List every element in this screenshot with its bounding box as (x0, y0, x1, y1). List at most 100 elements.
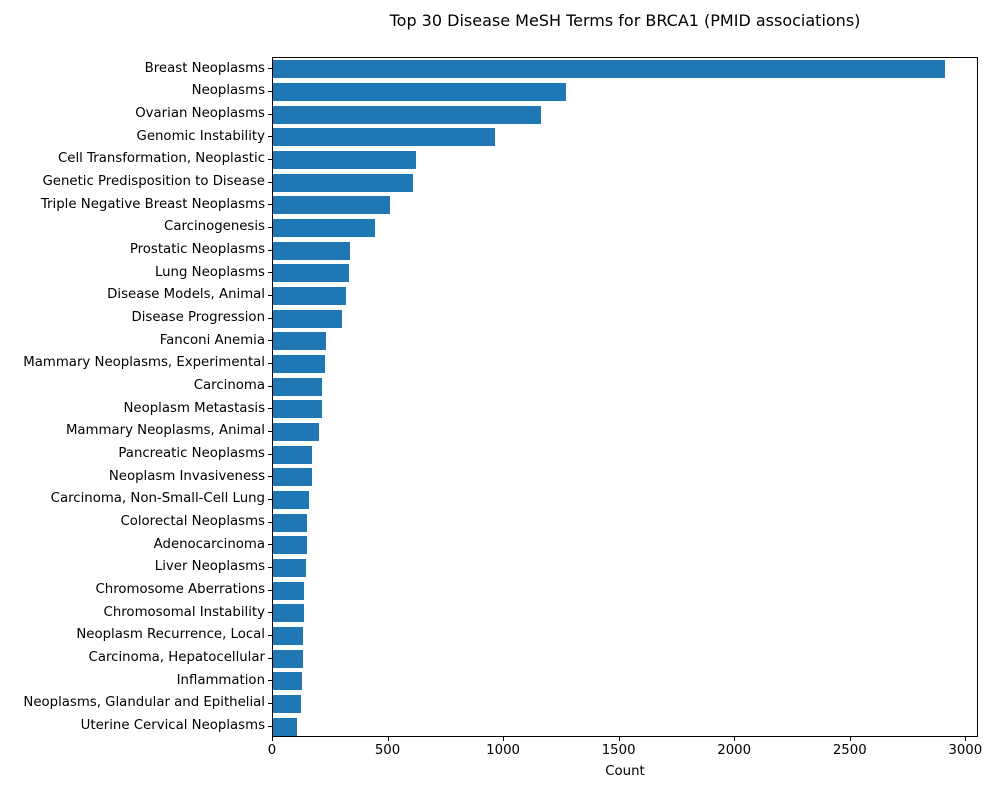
y-tick-mark (268, 317, 272, 319)
y-tick-mark (268, 567, 272, 568)
bar (273, 377, 323, 396)
y-tick-mark (268, 635, 272, 636)
bar (273, 604, 305, 623)
y-tick-label: Chromosome Aberrations (95, 582, 266, 598)
bar (273, 286, 347, 306)
bar (273, 513, 308, 532)
y-tick-label: Prostatic Neoplasms (129, 242, 265, 258)
x-tick-mark (387, 737, 389, 741)
chart-title: Top 30 Disease MeSH Terms for BRCA1 (PMI… (389, 11, 861, 30)
bar (273, 196, 390, 215)
bar (273, 672, 303, 691)
bar (273, 422, 320, 442)
y-tick-label: Disease Progression (131, 310, 265, 326)
y-tick-mark (268, 453, 272, 455)
y-tick-label: Cell Transformation, Neoplastic (58, 151, 265, 167)
x-tick-label: 2000 (717, 743, 752, 758)
y-tick-label: Liver Neoplasms (154, 559, 265, 575)
y-tick-mark (268, 113, 272, 115)
y-tick-mark (268, 363, 272, 364)
y-tick-label: Carcinoma, Non-Small-Cell Lung (50, 491, 265, 507)
y-tick-label: Mammary Neoplasms, Experimental (23, 355, 265, 371)
y-tick-mark (268, 589, 272, 591)
x-tick-mark (849, 737, 851, 741)
bar (273, 332, 326, 351)
x-tick-label: 1000 (486, 743, 521, 758)
x-tick-label: 500 (374, 743, 401, 758)
bar (273, 581, 305, 600)
y-tick-label: Disease Models, Animal (107, 287, 265, 303)
y-tick-label: Genetic Predisposition to Disease (42, 174, 265, 190)
bar (273, 150, 417, 170)
y-tick-mark (268, 657, 272, 659)
y-tick-label: Adenocarcinoma (153, 536, 265, 552)
bar (273, 536, 308, 555)
y-tick-mark (268, 227, 272, 228)
x-tick-label: 1500 (601, 743, 636, 758)
y-tick-mark (268, 68, 272, 70)
bar (273, 717, 297, 736)
bar (273, 264, 350, 283)
y-tick-label: Carcinoma, Hepatocellular (88, 650, 265, 666)
y-axis-labels: Breast Neoplasms Neoplasms Ovarian Neoplas… (0, 57, 265, 737)
y-tick-label: Uterine Cervical Neoplasms (80, 718, 265, 734)
x-axis-ticks: 0 500 1000 1500 2000 2500 3000 (268, 737, 982, 790)
y-tick-mark (268, 431, 272, 432)
y-tick-mark (268, 159, 272, 160)
y-tick-mark (268, 544, 272, 546)
x-tick-mark (618, 737, 620, 741)
y-tick-label: Neoplasm Invasiveness (108, 468, 265, 484)
y-tick-mark (268, 204, 272, 206)
y-tick-mark (268, 612, 272, 614)
bar (273, 105, 542, 124)
y-tick-mark (268, 385, 272, 387)
bar (273, 445, 313, 464)
bar (273, 694, 302, 714)
bars-layer (273, 58, 977, 736)
y-tick-mark (268, 272, 272, 274)
y-tick-mark (268, 499, 272, 500)
bar (273, 128, 495, 147)
x-tick-label: 2500 (832, 743, 867, 758)
x-tick-label: 3000 (948, 743, 983, 758)
y-tick-label: Mammary Neoplasms, Animal (65, 423, 265, 439)
y-tick-label: Inflammation (176, 672, 265, 688)
bar (273, 558, 306, 578)
plot-area (272, 57, 978, 737)
bar (273, 626, 304, 646)
bar (273, 173, 413, 192)
bar (273, 60, 946, 79)
y-tick-mark (268, 476, 272, 478)
y-tick-mark (268, 91, 272, 92)
y-tick-mark (268, 249, 272, 251)
y-tick-label: Neoplasm Metastasis (123, 400, 265, 416)
bar (273, 468, 313, 487)
x-tick-mark (734, 737, 736, 741)
y-tick-label: Fanconi Anemia (159, 332, 265, 348)
bar (273, 649, 304, 668)
y-tick-mark (268, 725, 272, 727)
bar (273, 241, 350, 260)
bar (273, 218, 375, 238)
y-tick-label: Carcinoma (193, 378, 265, 394)
y-tick-label: Neoplasm Recurrence, Local (76, 627, 265, 643)
y-tick-mark (268, 408, 272, 410)
bar (273, 354, 325, 374)
x-axis-label: Count (605, 764, 645, 779)
y-tick-label: Lung Neoplasms (154, 264, 265, 280)
y-tick-mark (268, 340, 272, 342)
bar (273, 490, 309, 510)
y-tick-label: Neoplasms (191, 83, 265, 99)
y-tick-label: Chromosomal Instability (103, 604, 265, 620)
y-tick-mark (268, 703, 272, 704)
bar (273, 309, 343, 328)
x-tick-mark (965, 737, 967, 741)
x-tick-mark (503, 737, 505, 741)
y-tick-mark (268, 295, 272, 296)
bar (273, 400, 322, 419)
y-tick-label: Colorectal Neoplasms (120, 514, 265, 530)
y-tick-mark (268, 136, 272, 138)
y-tick-label: Genomic Instability (136, 128, 265, 144)
y-tick-label: Neoplasms, Glandular and Epithelial (23, 695, 265, 711)
